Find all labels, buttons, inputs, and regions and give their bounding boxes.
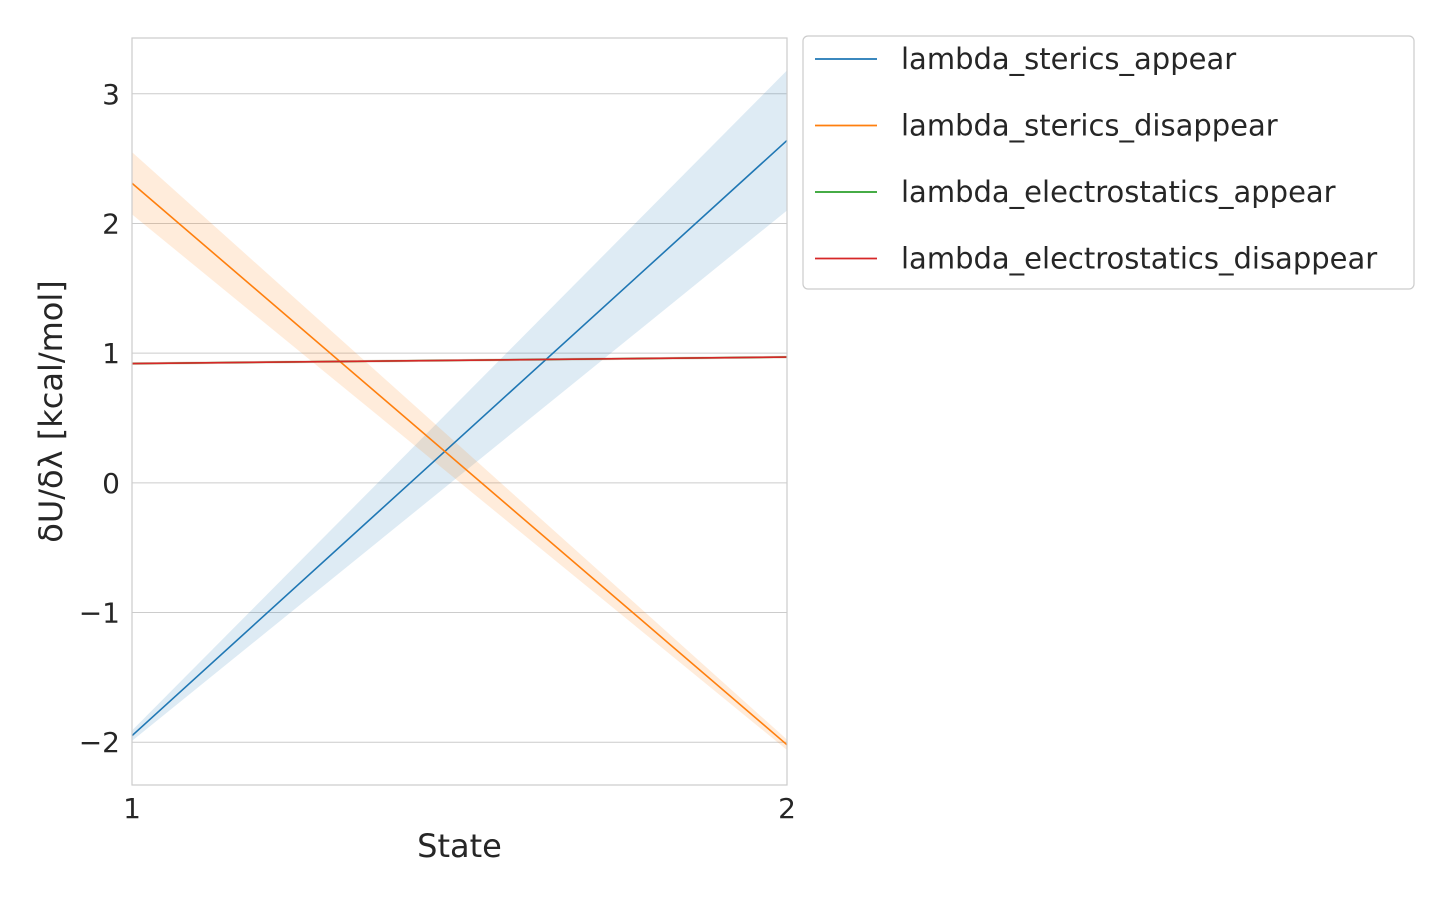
legend-frame — [802, 35, 1415, 290]
legend-label: lambda_electrostatics_appear — [901, 175, 1336, 209]
series-line-lambda-sterics-appear — [131, 139, 788, 737]
y-tick-label: −1 — [79, 597, 120, 630]
confidence-band-lambda-sterics-disappear — [132, 152, 787, 750]
y-tick-label: 1 — [102, 337, 120, 370]
y-tick-label: −2 — [79, 726, 120, 759]
confidence-band-lambda-sterics-appear — [132, 70, 787, 741]
confidence-bands — [132, 70, 787, 750]
series-lines — [131, 139, 788, 746]
y-tick-label: 0 — [102, 467, 120, 500]
legend: lambda_sterics_appear lambda_sterics_disa… — [802, 35, 1415, 290]
plot-frame — [131, 37, 788, 786]
x-axis-label: State — [417, 827, 502, 865]
grid-lines — [132, 93, 787, 743]
y-axis-label: δU/δλ [kcal/mol] — [32, 280, 70, 542]
legend-label: lambda_sterics_disappear — [901, 109, 1278, 143]
legend-label: lambda_sterics_appear — [901, 42, 1236, 76]
series-line-lambda-sterics-disappear — [131, 182, 788, 746]
legend-label: lambda_electrostatics_disappear — [901, 242, 1377, 276]
x-tick-label: 2 — [778, 792, 796, 825]
y-tick-label: 2 — [102, 207, 120, 240]
series-line-lambda-electrostatics-disappear — [131, 356, 788, 365]
x-tick-label: 1 — [123, 792, 141, 825]
y-tick-label: 3 — [102, 78, 120, 111]
y-tick-labels: 3 2 1 0 −1 −2 — [79, 78, 120, 759]
